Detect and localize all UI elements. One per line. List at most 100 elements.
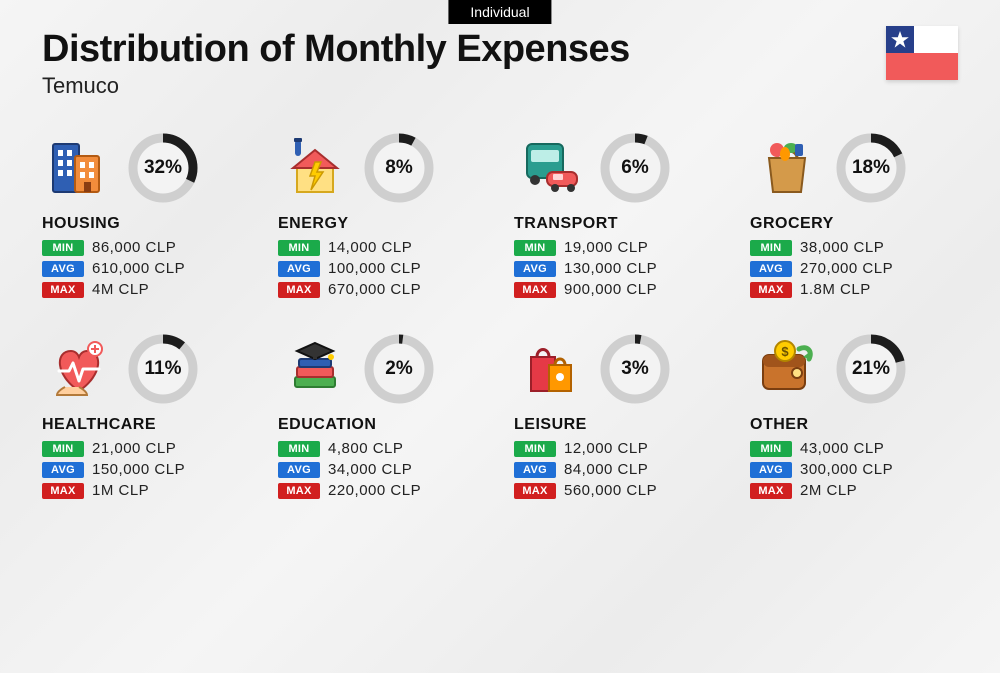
max-tag: MAX [750,483,792,499]
leisure-icon [514,332,588,406]
min-row: MIN 14,000 CLP [278,239,486,256]
category-name: LEISURE [514,416,722,434]
energy-icon [278,131,352,205]
max-row: MAX 900,000 CLP [514,281,722,298]
max-tag: MAX [514,483,556,499]
min-value: 12,000 CLP [564,440,648,457]
avg-row: AVG 130,000 CLP [514,260,722,277]
min-tag: MIN [42,441,84,457]
avg-row: AVG 84,000 CLP [514,461,722,478]
percent-ring: 3% [598,332,672,406]
avg-value: 270,000 CLP [800,260,893,277]
avg-tag: AVG [42,261,84,277]
avg-tag: AVG [278,462,320,478]
percent-value: 3% [598,332,672,406]
expense-card-leisure: 3% LEISURE MIN 12,000 CLP AVG 84,000 CLP… [514,330,722,503]
min-tag: MIN [514,441,556,457]
max-value: 670,000 CLP [328,281,421,298]
avg-row: AVG 300,000 CLP [750,461,958,478]
max-value: 1M CLP [92,482,149,499]
min-value: 43,000 CLP [800,440,884,457]
avg-value: 300,000 CLP [800,461,893,478]
percent-value: 18% [834,131,908,205]
min-row: MIN 21,000 CLP [42,440,250,457]
avg-row: AVG 34,000 CLP [278,461,486,478]
avg-row: AVG 270,000 CLP [750,260,958,277]
percent-value: 21% [834,332,908,406]
category-name: OTHER [750,416,958,434]
expense-card-education: 2% EDUCATION MIN 4,800 CLP AVG 34,000 CL… [278,330,486,503]
max-row: MAX 1.8M CLP [750,281,958,298]
max-value: 560,000 CLP [564,482,657,499]
avg-row: AVG 150,000 CLP [42,461,250,478]
healthcare-icon [42,332,116,406]
expense-grid: 32% HOUSING MIN 86,000 CLP AVG 610,000 C… [0,107,1000,523]
avg-row: AVG 610,000 CLP [42,260,250,277]
min-value: 38,000 CLP [800,239,884,256]
max-value: 220,000 CLP [328,482,421,499]
min-value: 4,800 CLP [328,440,403,457]
max-value: 1.8M CLP [800,281,871,298]
percent-value: 2% [362,332,436,406]
grocery-icon [750,131,824,205]
min-value: 19,000 CLP [564,239,648,256]
transport-icon [514,131,588,205]
min-row: MIN 38,000 CLP [750,239,958,256]
avg-value: 84,000 CLP [564,461,648,478]
avg-value: 34,000 CLP [328,461,412,478]
min-row: MIN 43,000 CLP [750,440,958,457]
avg-tag: AVG [278,261,320,277]
min-tag: MIN [514,240,556,256]
other-icon: $ [750,332,824,406]
percent-value: 6% [598,131,672,205]
percent-ring: 2% [362,332,436,406]
avg-row: AVG 100,000 CLP [278,260,486,277]
education-icon [278,332,352,406]
percent-ring: 21% [834,332,908,406]
percent-ring: 11% [126,332,200,406]
avg-value: 100,000 CLP [328,260,421,277]
avg-tag: AVG [750,462,792,478]
avg-tag: AVG [514,462,556,478]
percent-ring: 6% [598,131,672,205]
max-value: 900,000 CLP [564,281,657,298]
min-value: 86,000 CLP [92,239,176,256]
svg-text:$: $ [781,344,789,359]
max-row: MAX 560,000 CLP [514,482,722,499]
max-tag: MAX [278,483,320,499]
housing-icon [42,131,116,205]
max-row: MAX 220,000 CLP [278,482,486,499]
min-value: 21,000 CLP [92,440,176,457]
category-name: EDUCATION [278,416,486,434]
expense-card-healthcare: 11% HEALTHCARE MIN 21,000 CLP AVG 150,00… [42,330,250,503]
max-row: MAX 2M CLP [750,482,958,499]
min-row: MIN 19,000 CLP [514,239,722,256]
percent-ring: 8% [362,131,436,205]
max-tag: MAX [750,282,792,298]
expense-card-housing: 32% HOUSING MIN 86,000 CLP AVG 610,000 C… [42,129,250,302]
category-name: GROCERY [750,215,958,233]
min-row: MIN 12,000 CLP [514,440,722,457]
percent-ring: 32% [126,131,200,205]
max-value: 2M CLP [800,482,857,499]
city-subtitle: Temuco [42,73,958,99]
category-name: TRANSPORT [514,215,722,233]
percent-ring: 18% [834,131,908,205]
min-tag: MIN [750,240,792,256]
max-row: MAX 4M CLP [42,281,250,298]
min-value: 14,000 CLP [328,239,412,256]
header: Distribution of Monthly Expenses Temuco [0,0,1000,107]
avg-value: 610,000 CLP [92,260,185,277]
percent-value: 11% [126,332,200,406]
min-tag: MIN [42,240,84,256]
min-tag: MIN [278,441,320,457]
max-tag: MAX [278,282,320,298]
max-row: MAX 1M CLP [42,482,250,499]
min-row: MIN 86,000 CLP [42,239,250,256]
expense-card-energy: 8% ENERGY MIN 14,000 CLP AVG 100,000 CLP… [278,129,486,302]
avg-tag: AVG [42,462,84,478]
max-tag: MAX [42,483,84,499]
expense-card-transport: 6% TRANSPORT MIN 19,000 CLP AVG 130,000 … [514,129,722,302]
expense-card-grocery: 18% GROCERY MIN 38,000 CLP AVG 270,000 C… [750,129,958,302]
min-tag: MIN [278,240,320,256]
